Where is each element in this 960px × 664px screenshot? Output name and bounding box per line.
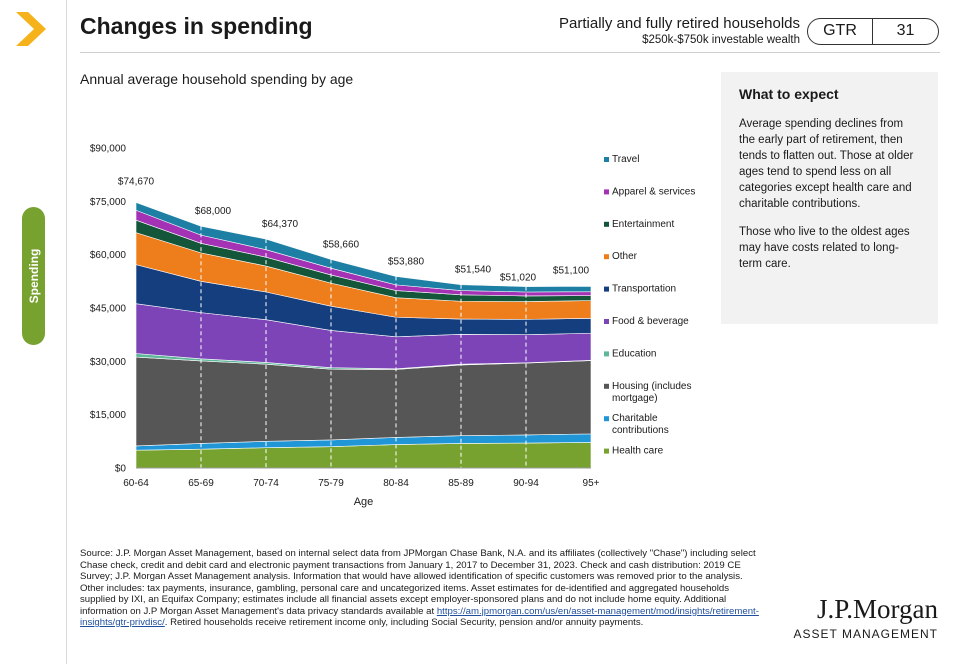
what-to-expect-panel: What to expect Average spending declines… [721,72,938,324]
privacy-link[interactable]: https://am.jpmorgan.com/us/en/asset-mana… [80,605,759,629]
y-tick-label-6: $90,000 [90,144,127,155]
what-to-expect-heading: What to expect [739,86,839,102]
header-subtitle: Partially and fully retired households $… [559,15,800,46]
legend-swatch-0 [604,157,609,162]
section-tab-spending[interactable]: Spending [22,207,45,345]
legend-swatch-5 [604,319,609,324]
logo-wordmark: J.P.Morgan [816,594,938,624]
legend-swatch-1 [604,189,609,195]
chart-subtitle: Annual average household spending by age [80,71,354,87]
y-tick-label-1: $15,000 [90,410,127,421]
source-text: Source: J.P. Morgan Asset Management, ba… [80,548,756,617]
y-tick-label-3: $45,000 [90,304,127,315]
x-tick-label-6: 90-94 [513,478,539,489]
legend-label-1: Apparel & services [612,186,695,197]
y-tick-label-4: $60,000 [90,250,127,261]
x-axis-title: Age [354,496,374,508]
area-series-9 [135,202,592,293]
chevron-right-icon [16,12,46,46]
what-to-expect-paragraph-1: Average spending declines from the early… [739,118,914,210]
x-tick-label-7: 95+ [583,478,600,489]
what-to-expect-paragraph-2: Those who live to the oldest ages may ha… [739,226,910,270]
page-title: Changes in spending [80,13,313,39]
spending-area-chart: $0 $15,000 $30,000 $45,000 $60,000 $75,000 $90… [90,144,696,509]
legend-swatch-6 [604,351,609,357]
y-tick-label-2: $30,000 [90,357,127,368]
legend-label-0: Travel [612,154,639,165]
total-data-label-6: $51,020 [500,273,537,284]
total-data-label-0: $74,670 [118,177,155,188]
total-data-label-2: $64,370 [262,219,299,230]
legend-swatch-3 [604,254,609,260]
legend-label-5: Food & beverage [612,316,689,327]
wealth-range-label: $250k-$750k investable wealth [642,34,800,46]
x-tick-label-1: 65-69 [188,478,214,489]
total-data-label-5: $51,540 [455,265,492,276]
total-data-label-3: $58,660 [323,239,360,250]
source-text-end: . Retired households receive retirement … [164,617,644,628]
page-badge: GTR 31 [807,18,939,45]
legend-swatch-8 [604,416,609,422]
legend-label-4: Transportation [612,284,676,295]
legend-swatch-2 [604,221,609,227]
legend-label-7: Housing (includes mortgage) [612,381,692,404]
legend-label-2: Entertainment [612,219,674,230]
badge-page-number: 31 [896,22,915,39]
legend-label-8: Charitable contributions [612,413,669,436]
x-tick-label-2: 70-74 [253,478,279,489]
total-data-label-4: $53,880 [388,256,425,267]
x-tick-label-0: 60-64 [123,478,149,489]
x-tick-label-4: 80-84 [383,478,409,489]
x-tick-label-3: 75-79 [318,478,344,489]
legend-swatch-9 [604,448,609,454]
logo-tagline: ASSET MANAGEMENT [793,627,938,641]
legend-label-6: Education [612,348,656,359]
header-divider [80,52,940,53]
legend-label-9: Health care [612,446,664,457]
left-divider [66,0,67,664]
x-tick-label-5: 85-89 [448,478,474,489]
total-data-label-7: $51,100 [553,265,590,276]
area-series-2 [135,356,592,447]
badge-guide-name: GTR [808,19,873,44]
legend-swatch-4 [604,286,609,292]
jpmorgan-logo: J.P.Morgan ASSET MANAGEMENT [794,594,938,641]
y-tick-label-0: $0 [115,464,127,475]
legend-label-3: Other [612,251,638,262]
legend-swatch-7 [604,383,609,389]
total-data-label-1: $68,000 [195,206,232,217]
source-footnote: Source: J.P. Morgan Asset Management, ba… [80,548,760,629]
y-tick-label-5: $75,000 [90,197,127,208]
audience-label: Partially and fully retired households [559,15,800,32]
